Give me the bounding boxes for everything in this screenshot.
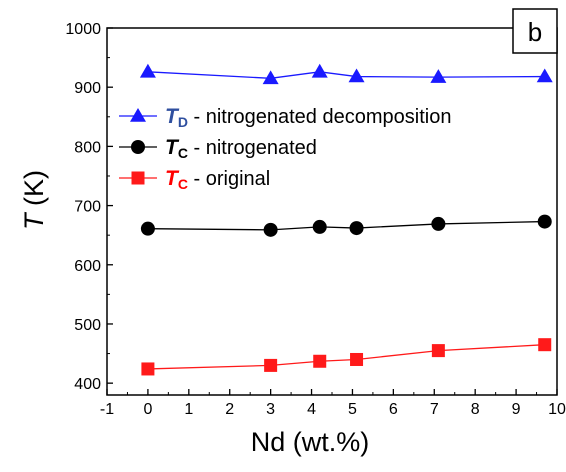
legend-label: TC - original xyxy=(165,167,270,192)
data-point xyxy=(430,69,447,83)
series-line xyxy=(147,220,545,231)
data-point xyxy=(348,68,365,83)
y-tick-label: 400 xyxy=(74,376,101,393)
data-point xyxy=(141,362,155,376)
data-point xyxy=(312,219,327,234)
plot-area xyxy=(139,63,553,376)
data-point xyxy=(313,354,327,368)
panel-box xyxy=(512,8,558,54)
data-point xyxy=(536,68,553,83)
x-tick-label: 3 xyxy=(266,401,275,418)
x-tick-label: 5 xyxy=(348,401,357,418)
series-line xyxy=(147,344,545,370)
data-point xyxy=(264,358,278,372)
data-point xyxy=(538,338,552,352)
x-tick-label: 7 xyxy=(430,401,439,418)
x-tick-label: 0 xyxy=(143,401,152,418)
legend-marker xyxy=(131,140,145,154)
axes: -1 0 1 2 3 4 5 6 7 8 9 10 400 500 600 700 800 900 1000 xyxy=(65,21,566,418)
y-tick-label: 900 xyxy=(74,80,101,97)
y-axis-title: T (K) xyxy=(19,170,49,230)
legend-marker xyxy=(131,171,145,185)
series-line xyxy=(147,71,545,79)
data-point xyxy=(431,216,446,231)
x-tick-label: 2 xyxy=(225,401,234,418)
x-tick-label: 4 xyxy=(307,401,316,418)
legend-label: TC - nitrogenated xyxy=(165,136,317,161)
legend-marker xyxy=(130,108,146,122)
data-point xyxy=(349,221,364,236)
data-point xyxy=(263,222,278,237)
y-tick-label: 1000 xyxy=(65,21,101,38)
data-point xyxy=(262,70,279,85)
data-point xyxy=(537,214,552,229)
x-tick-label: 10 xyxy=(548,401,566,418)
legend: TD - nitrogenated decomposition TC - nitr… xyxy=(119,105,451,192)
x-tick-label: 9 xyxy=(512,401,521,418)
legend-label: TD - nitrogenated decomposition xyxy=(165,105,451,130)
panel-label: b xyxy=(528,17,542,47)
y-tick-label: 500 xyxy=(74,317,101,334)
plot-frame xyxy=(106,27,558,396)
x-tick-label: 6 xyxy=(389,401,398,418)
y-tick-label: 600 xyxy=(74,258,101,275)
data-point xyxy=(431,344,445,358)
y-tick-label: 800 xyxy=(74,139,101,156)
data-point xyxy=(140,221,155,236)
x-tick-label: 8 xyxy=(471,401,480,418)
x-tick-label: 1 xyxy=(184,401,193,418)
data-point xyxy=(350,352,364,366)
panel-label-box: b xyxy=(512,8,558,54)
y-tick-label: 700 xyxy=(74,199,101,216)
data-point xyxy=(139,63,156,78)
data-point xyxy=(311,63,328,78)
x-tick-label: -1 xyxy=(100,401,114,418)
x-axis-title: Nd (wt.%) xyxy=(251,427,370,457)
